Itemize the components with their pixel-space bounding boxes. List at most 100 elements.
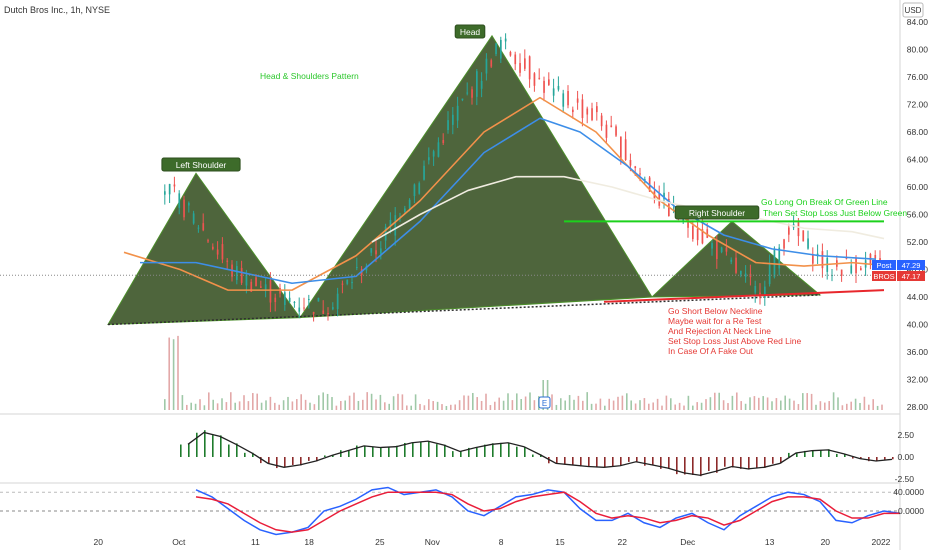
osc-signal-line xyxy=(187,431,893,476)
volume-bar xyxy=(621,395,624,410)
candle-body xyxy=(596,106,598,113)
candle-body xyxy=(428,157,430,161)
osc-bar xyxy=(724,457,726,467)
candle-body xyxy=(548,79,550,85)
candle-body xyxy=(264,284,267,290)
osc-bar xyxy=(604,457,606,468)
volume-bar xyxy=(595,403,597,410)
candle-body xyxy=(744,273,747,277)
volume-bar xyxy=(744,403,747,410)
osc-bar xyxy=(580,457,582,467)
osc-bar xyxy=(732,457,734,468)
volume-bar xyxy=(388,403,390,410)
red-note-line: Set Stop Loss Just Above Red Line xyxy=(668,336,802,346)
volume-bar xyxy=(216,403,219,410)
volume-bar xyxy=(573,399,575,410)
price-tick-label: 32.00 xyxy=(907,375,929,385)
candle-body xyxy=(740,270,742,275)
candle-body xyxy=(418,183,421,194)
candle-body xyxy=(562,93,565,107)
candle-body xyxy=(600,115,603,127)
time-tick-label: Nov xyxy=(425,537,441,547)
volume-bar xyxy=(718,392,720,410)
candle-body xyxy=(245,274,248,286)
candle-body xyxy=(192,213,195,224)
volume-bar xyxy=(498,397,500,410)
candle-body xyxy=(524,58,526,69)
candle-body xyxy=(634,166,637,169)
candle-body xyxy=(783,239,785,249)
candle-body xyxy=(197,227,200,229)
volume-bar xyxy=(203,405,206,410)
candle-body xyxy=(730,259,733,262)
candle-body xyxy=(346,279,349,284)
volume-bar xyxy=(511,400,514,410)
volume-bar xyxy=(696,402,698,410)
candle-body xyxy=(845,257,848,259)
candle-body xyxy=(500,39,502,59)
candle-body xyxy=(480,80,483,89)
volume-bar xyxy=(802,393,804,410)
candle-body xyxy=(466,92,469,94)
osc-tick-label: 2.50 xyxy=(897,430,914,440)
candle-body xyxy=(557,85,560,90)
candle-body xyxy=(216,249,219,255)
osc-bar xyxy=(876,457,878,462)
volume-bar xyxy=(722,400,725,410)
candle-body xyxy=(168,183,171,195)
volume-bar xyxy=(612,400,615,410)
candle-body xyxy=(351,281,353,284)
osc-bar xyxy=(444,444,446,457)
candle-body xyxy=(663,192,665,200)
volume-bar xyxy=(630,400,632,410)
osc-bar xyxy=(188,443,190,457)
osc-bar xyxy=(332,455,334,457)
volume-bar xyxy=(555,404,558,410)
osc-bar xyxy=(708,457,710,471)
osc-bar xyxy=(572,457,574,465)
candle-body xyxy=(288,297,291,303)
volume-bar xyxy=(837,397,839,410)
candle-body xyxy=(202,223,205,231)
volume-bar xyxy=(450,404,452,410)
osc-bar xyxy=(180,444,182,457)
osc-bar xyxy=(252,452,254,457)
osc-bar xyxy=(740,457,742,469)
volume-bar xyxy=(370,393,373,410)
volume-bar xyxy=(458,400,461,410)
osc-bar xyxy=(620,457,622,466)
volume-bar xyxy=(335,405,338,410)
volume-bar xyxy=(868,404,870,410)
osc-bar xyxy=(564,457,566,465)
candle-body xyxy=(552,88,555,96)
volume-bar xyxy=(568,395,571,410)
osc-bar xyxy=(404,442,406,457)
volume-bar xyxy=(190,402,192,410)
osc-bar xyxy=(204,430,206,457)
candle-body xyxy=(692,225,694,240)
volume-bar xyxy=(234,402,236,410)
volume-bar xyxy=(300,394,302,410)
time-tick-label: 15 xyxy=(555,537,565,547)
volume-bar xyxy=(282,400,285,410)
candle-body xyxy=(812,255,814,264)
time-tick-label: 2022 xyxy=(872,537,891,547)
price-badge-value: 47.17 xyxy=(902,272,921,281)
osc-bar xyxy=(644,457,646,466)
time-tick-label: Oct xyxy=(172,537,186,547)
earnings-marker-box xyxy=(538,396,551,409)
head-label: Head xyxy=(460,27,481,37)
osc-bar xyxy=(380,447,382,457)
volume-bar xyxy=(727,403,729,410)
candle-body xyxy=(423,165,425,180)
red-line xyxy=(603,289,885,303)
volume-bar xyxy=(516,393,518,410)
candle-body xyxy=(620,136,622,160)
volume-bar xyxy=(533,400,536,410)
volume-bar xyxy=(771,401,773,410)
stoch-tick-label: 0.0000 xyxy=(898,506,924,516)
osc-bar xyxy=(804,450,806,457)
candle-body xyxy=(874,255,877,259)
earnings-marker: E xyxy=(542,399,547,408)
volume-bar xyxy=(348,395,351,410)
